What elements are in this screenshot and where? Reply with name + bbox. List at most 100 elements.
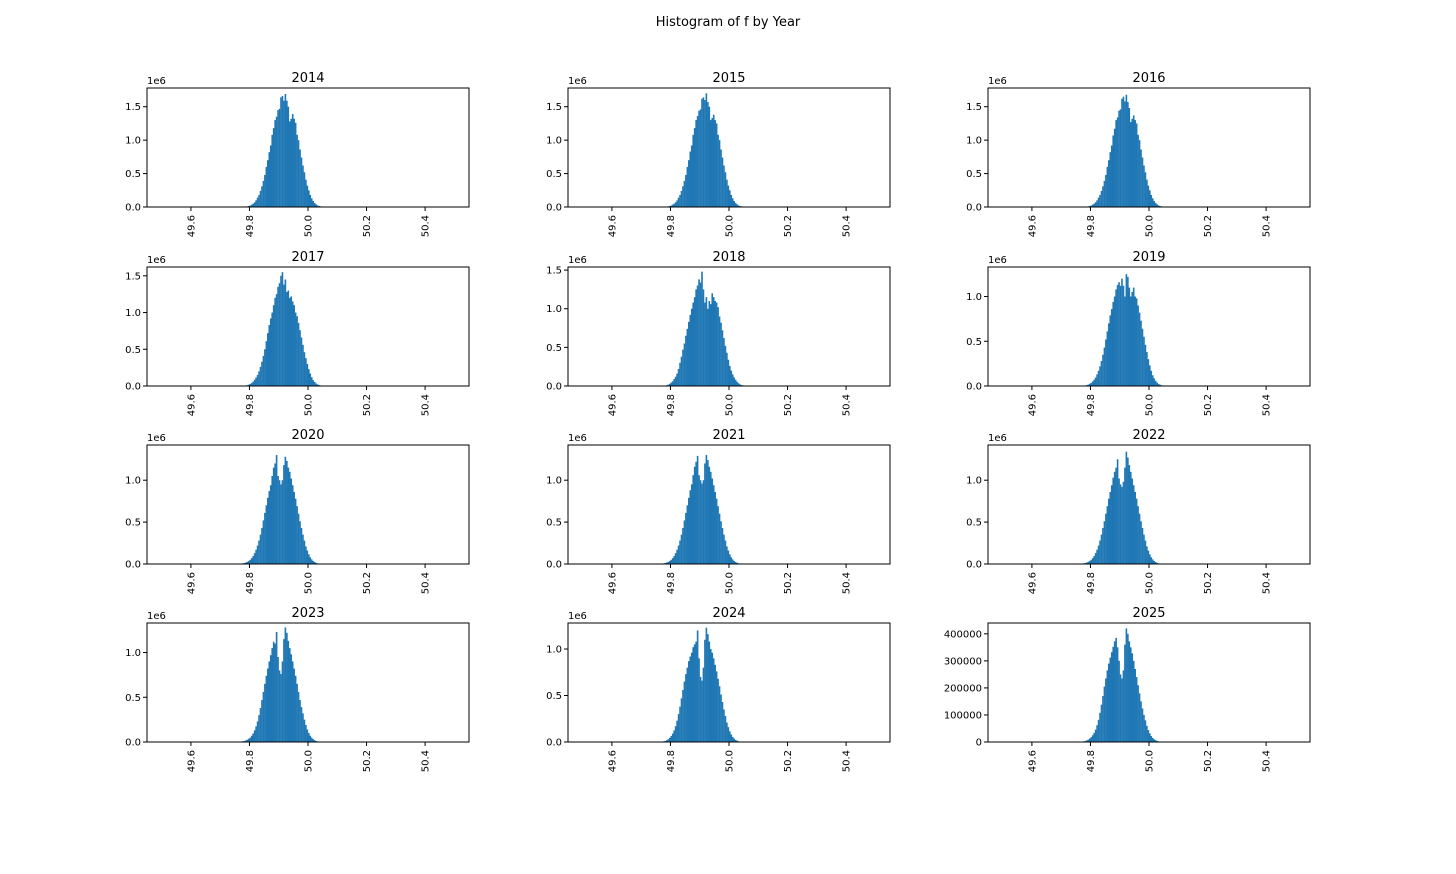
x-tick-label: 50.2 [362, 215, 373, 237]
histogram-bar [1106, 670, 1109, 742]
histogram-bar [1119, 484, 1122, 564]
histogram-bar [283, 465, 285, 564]
histogram-bar [265, 341, 268, 386]
histogram-bar [712, 658, 715, 742]
histogram-bar [278, 480, 281, 564]
y-tick-label: 1.5 [546, 266, 562, 277]
histogram-bar [702, 667, 705, 743]
histogram-bar [1134, 120, 1136, 207]
histogram-bar [283, 284, 285, 386]
histogram-bar [303, 540, 306, 564]
histogram-bar [727, 727, 730, 743]
histogram-bar [1154, 202, 1157, 207]
histogram-panel-2017: 2017 1e6 0.0 0.5 1.0 1.5 49.6 49.8 50.0 50.2 50.4 [125, 250, 470, 416]
histogram-bar [679, 194, 681, 207]
histogram-bar [1122, 96, 1125, 207]
histogram-bar [296, 316, 298, 386]
histogram-panel-2023: 2023 1e6 0.0 0.5 1.0 49.6 49.8 50.0 50.2 50.4 [125, 606, 470, 772]
histogram-bar [1112, 477, 1115, 564]
y-tick-label: 1.0 [125, 308, 141, 319]
panel-title: 2018 [712, 250, 745, 265]
histogram-bar [1132, 115, 1135, 207]
histogram-bar [1110, 485, 1113, 564]
histogram-bar [1125, 628, 1128, 742]
histogram-bar [683, 343, 686, 386]
histogram-bar [1153, 378, 1155, 386]
histogram-bar [1091, 381, 1094, 386]
histogram-bar [261, 699, 263, 742]
panel-title: 2019 [1132, 250, 1165, 265]
histogram-bar [268, 325, 271, 386]
histogram-bar [667, 384, 670, 386]
histogram-bar [269, 655, 272, 742]
histogram-bar [734, 379, 737, 386]
y-tick-label: 1.5 [966, 102, 982, 113]
y-tick-label: 0.5 [546, 518, 562, 529]
histogram-bar [1086, 740, 1088, 742]
histogram-bar [297, 140, 300, 207]
histogram-bar [281, 480, 284, 564]
x-tick-label: 50.0 [725, 572, 736, 594]
histogram-bar [718, 513, 721, 564]
histogram-bar [1091, 204, 1094, 207]
histogram-bar [297, 691, 300, 742]
histogram-bar [1088, 383, 1091, 386]
histogram-bar [720, 149, 722, 207]
x-tick-label: 50.2 [362, 750, 373, 772]
histogram-bar [291, 485, 294, 564]
histogram-bar [286, 460, 288, 564]
histogram-bar [267, 497, 269, 564]
x-tick-label: 49.6 [1027, 572, 1038, 594]
histogram-bar [1122, 670, 1125, 742]
histogram-bar [686, 505, 689, 564]
histogram-bar [1106, 506, 1109, 564]
histogram-bar [680, 534, 683, 564]
histogram-bar [686, 667, 689, 743]
histogram-bar [271, 134, 274, 207]
histogram-bar [1149, 554, 1151, 564]
histogram-bar [253, 553, 256, 564]
histogram-bar [686, 328, 689, 386]
histogram-bar [730, 734, 733, 742]
histogram-bar [679, 706, 681, 742]
histogram-bar [258, 540, 260, 564]
histogram-bar [310, 559, 313, 564]
histogram-bar [701, 483, 703, 564]
histogram-bar [674, 553, 677, 564]
histogram-bar [670, 205, 673, 207]
x-tick-label: 49.6 [186, 750, 197, 772]
histogram-bar [315, 204, 317, 207]
histogram-bar [1140, 320, 1142, 386]
histogram-bar [1131, 118, 1134, 207]
x-tick-label: 49.6 [1027, 394, 1038, 416]
histogram-bar [705, 627, 708, 742]
histogram-bar [699, 480, 702, 564]
histogram-bar [729, 731, 731, 742]
histogram-bar [667, 561, 670, 564]
histogram-bar [280, 275, 282, 386]
histogram-bar [670, 382, 673, 386]
x-tick-label: 49.8 [1086, 572, 1097, 594]
histogram-bar [1144, 540, 1147, 564]
histogram-bar [1091, 735, 1094, 742]
histogram-bar [1109, 657, 1112, 742]
histogram-bar [711, 293, 714, 386]
panel-title: 2014 [291, 71, 324, 86]
histogram-bar [305, 358, 307, 386]
histogram-bar [1156, 204, 1158, 207]
histogram-bar [296, 134, 298, 207]
x-tick-label: 50.0 [1145, 394, 1156, 416]
y-tick-label: 0.5 [546, 169, 562, 180]
histogram-bar [685, 174, 687, 207]
histogram-bar [707, 634, 709, 742]
x-tick-label: 50.4 [1262, 394, 1273, 416]
y-tick-label: 1.0 [966, 292, 982, 303]
histogram-bar [293, 118, 295, 207]
histogram-bar [1094, 377, 1097, 386]
x-tick-label: 49.8 [666, 215, 677, 237]
histogram-bar [696, 455, 699, 564]
histogram-bar [683, 681, 686, 742]
histogram-bar [721, 157, 724, 207]
histogram-bar [274, 643, 276, 742]
histogram-panel-2014: 2014 1e6 0.0 0.5 1.0 1.5 49.6 49.8 50.0 50.2 50.4 [125, 71, 470, 237]
